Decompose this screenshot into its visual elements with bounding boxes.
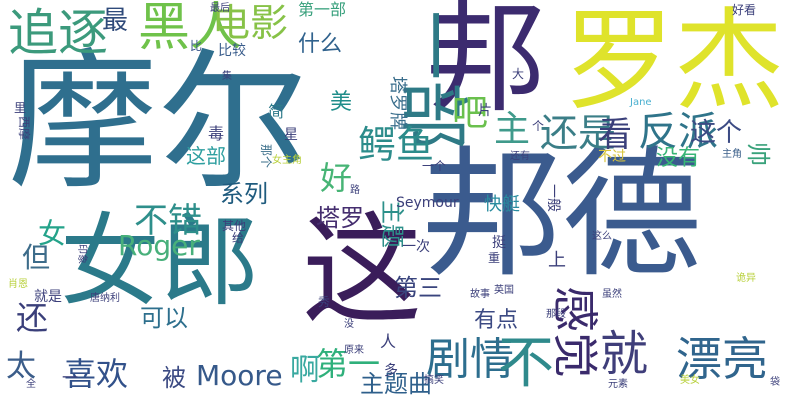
cloud-word: 就是 — [34, 289, 62, 305]
cloud-word: 那个 — [259, 144, 273, 169]
cloud-word: 一个 — [422, 159, 447, 173]
cloud-word: 主 — [494, 109, 531, 150]
cloud-word: 帅 — [744, 142, 772, 166]
cloud-word: 太 — [6, 349, 36, 384]
cloud-word: 漂亮 — [676, 332, 768, 386]
cloud-word: 集 — [222, 71, 232, 82]
cloud-word: 片 — [478, 103, 492, 119]
cloud-word: 塔罗牌 — [387, 76, 408, 130]
cloud-word: 没 — [344, 319, 354, 330]
cloud-word: 诡异 — [736, 273, 756, 284]
cloud-word: 罗杰 — [564, 0, 784, 125]
cloud-word: 但 — [22, 241, 51, 274]
cloud-word: 毒 — [208, 124, 225, 143]
cloud-word: 秀 — [318, 295, 331, 309]
cloud-word: 里 — [14, 101, 27, 115]
cloud-word: 美 — [330, 90, 353, 115]
cloud-word: 挺 — [492, 235, 506, 251]
cloud-word: 袋 — [770, 377, 780, 388]
cloud-word: 鳄鱼 — [358, 123, 435, 167]
cloud-word: 女主角 — [272, 155, 302, 166]
cloud-word: 元素 — [608, 379, 628, 390]
cloud-word: Roger — [118, 229, 200, 262]
cloud-word: 人 — [380, 332, 397, 351]
cloud-word: 这个 — [690, 118, 743, 148]
cloud-word: 最后 — [210, 3, 230, 14]
cloud-word: 追逐 — [8, 4, 108, 62]
cloud-word: 给 — [232, 231, 245, 245]
cloud-word: 摩尔 — [8, 36, 309, 210]
cloud-word: 吧 — [452, 93, 489, 134]
cloud-word: 最 — [102, 6, 129, 36]
cloud-word: 快艇 — [484, 194, 520, 215]
cloud-word: 主角 — [722, 149, 742, 160]
cloud-word: 剧情 — [426, 334, 514, 385]
cloud-word: 比较 — [218, 43, 246, 59]
cloud-word: 简 — [268, 102, 285, 121]
cloud-word: 印象 — [76, 244, 87, 264]
cloud-word: 就 — [600, 326, 649, 382]
cloud-word: 女 — [38, 217, 67, 250]
cloud-word: 第一 — [316, 345, 381, 383]
cloud-word: 这 — [302, 202, 422, 341]
cloud-word: 女郎 — [60, 203, 260, 320]
cloud-word: 重 — [488, 251, 501, 265]
cloud-word: 好看 — [732, 3, 757, 17]
cloud-word: 一 — [62, 368, 79, 387]
cloud-word: 搞笑 — [424, 375, 444, 386]
cloud-word: 可以 — [140, 304, 188, 332]
cloud-word: 系列 — [220, 180, 268, 208]
cloud-word: 不错 — [134, 201, 202, 241]
cloud-word: 这部 — [186, 144, 226, 168]
cloud-word: 不 — [498, 331, 554, 396]
cloud-word: 没有 — [656, 146, 701, 171]
cloud-word: 什么 — [298, 32, 343, 57]
cloud-word: 邦德 — [422, 134, 703, 297]
cloud-word: 还是 — [540, 111, 617, 155]
cloud-word: 被 — [162, 364, 186, 392]
cloud-word: 一般 — [545, 184, 561, 212]
cloud-word: 肖恩 — [8, 279, 28, 290]
cloud-word: 邦 — [426, 0, 546, 129]
cloud-word: 看 — [598, 115, 632, 155]
cloud-word: 一次 — [402, 239, 430, 255]
cloud-word: 第一部 — [298, 0, 347, 19]
cloud-word: 上 — [548, 250, 566, 271]
cloud-word: 塔罗 — [316, 204, 364, 232]
cloud-word: 个 — [532, 119, 545, 133]
cloud-word: 唐纳利 — [90, 293, 120, 304]
cloud-word: 感觉 — [548, 286, 602, 378]
cloud-word: 喜欢 — [64, 355, 129, 393]
cloud-word: 大 — [512, 67, 525, 81]
cloud-word: 不过 — [598, 149, 626, 165]
cloud-word: 故事 — [470, 289, 490, 300]
cloud-word: 其他 — [222, 219, 247, 233]
cloud-word: 路 — [350, 185, 360, 196]
cloud-word: 啊 — [290, 353, 320, 388]
cloud-word: 虽然 — [602, 289, 622, 300]
cloud-word: 星 — [284, 127, 298, 143]
cloud-word: 美女 — [680, 375, 700, 386]
cloud-word: 比 — [190, 39, 203, 53]
cloud-word: 有点 — [474, 308, 519, 333]
cloud-word: 多 — [384, 363, 398, 379]
cloud-word: 电影 — [212, 1, 289, 45]
cloud-word: 还 — [16, 299, 49, 337]
cloud-word: 原来 — [344, 345, 364, 356]
cloud-word: 好 — [320, 159, 353, 197]
cloud-word: 反派 — [638, 109, 718, 155]
cloud-word: 英国 — [494, 285, 514, 296]
cloud-word: 这么 — [592, 231, 612, 242]
cloud-word: 全 — [26, 379, 36, 390]
cloud-word: 第三 — [394, 274, 442, 302]
cloud-word: Seymour — [396, 195, 459, 211]
cloud-word: 还有 — [510, 151, 530, 162]
cloud-word: Jane — [630, 97, 652, 108]
cloud-word: 那段 — [546, 309, 566, 320]
cloud-word: 黑人 — [138, 0, 243, 58]
cloud-word: 主题曲 — [360, 370, 432, 398]
cloud-word: 西摩 — [17, 116, 31, 141]
cloud-word: Moore — [196, 359, 283, 392]
